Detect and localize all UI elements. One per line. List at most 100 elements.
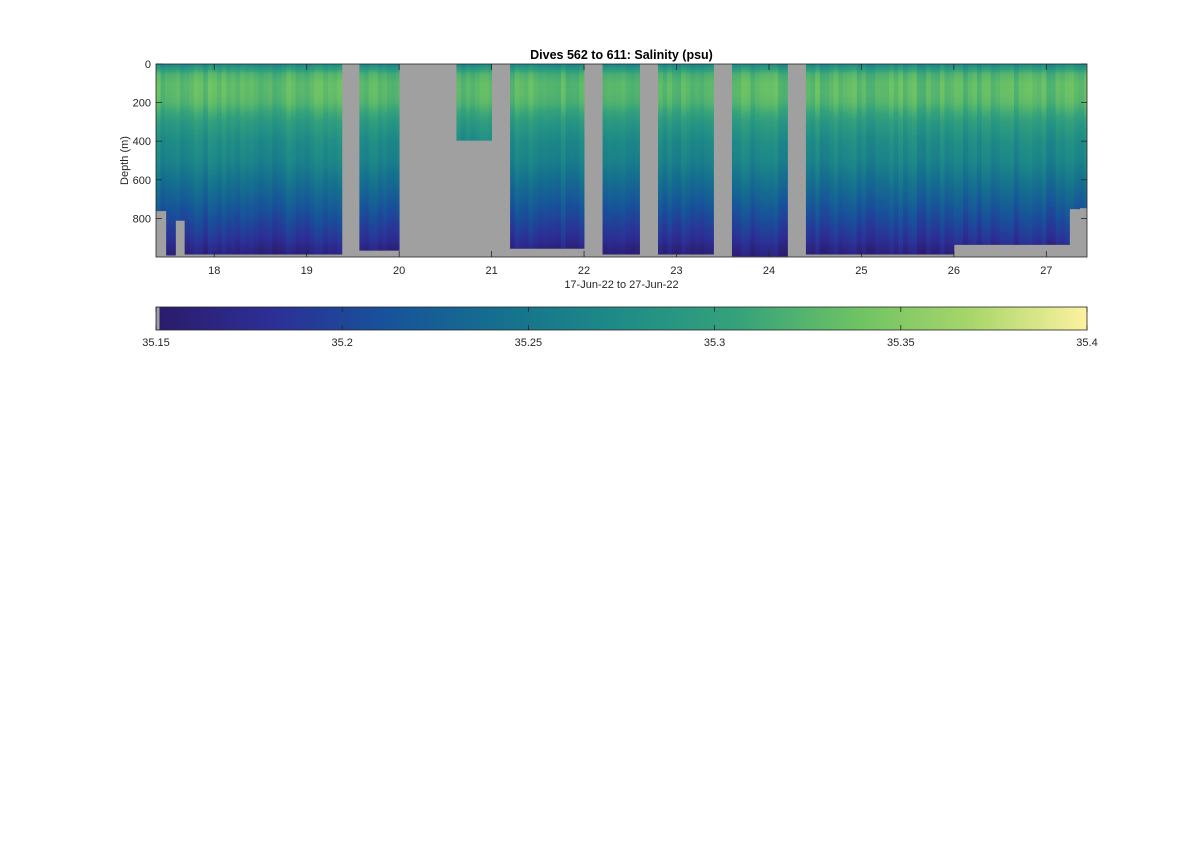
heatmap-cell — [364, 104, 370, 107]
heatmap-cell — [193, 229, 199, 233]
heatmap-cell — [323, 67, 329, 71]
heatmap-cell — [212, 112, 218, 115]
heatmap-cell — [391, 118, 397, 121]
heatmap-cell — [514, 102, 520, 105]
heatmap-cell — [309, 253, 315, 255]
heatmap-cell — [373, 148, 379, 152]
heatmap-cell — [184, 233, 190, 237]
heatmap-cell — [364, 233, 370, 237]
heatmap-cell — [364, 193, 370, 196]
heatmap-cell — [373, 96, 379, 100]
heatmap-cell — [165, 92, 167, 96]
heatmap-cell — [277, 123, 283, 127]
heatmap-cell — [337, 102, 343, 105]
heatmap-cell — [240, 204, 246, 208]
heatmap-cell — [382, 67, 388, 71]
heatmap-cell — [300, 216, 306, 219]
heatmap-cell — [510, 139, 516, 142]
heatmap-cell — [267, 212, 273, 215]
heatmap-cell — [263, 112, 269, 115]
heatmap-cell — [327, 191, 333, 194]
heatmap-cell — [377, 118, 383, 121]
heatmap-cell — [180, 96, 186, 100]
heatmap-cell — [382, 216, 388, 219]
heatmap-cell — [203, 110, 209, 113]
heatmap-cell — [156, 116, 162, 119]
heatmap-cell — [203, 106, 209, 109]
heatmap-cell — [332, 239, 338, 242]
heatmap-cell — [304, 183, 310, 186]
heatmap-cell — [391, 212, 397, 215]
heatmap-cell — [249, 174, 255, 177]
heatmap-cell — [230, 204, 236, 208]
heatmap-cell — [189, 71, 195, 75]
heatmap-cell — [323, 164, 329, 167]
heatmap-cell — [327, 104, 333, 107]
heatmap-cell — [295, 73, 301, 76]
heatmap-cell — [258, 67, 264, 71]
heatmap-cell — [235, 106, 241, 109]
heatmap-cell — [203, 104, 209, 107]
heatmap-cell — [263, 237, 269, 241]
heatmap-cell — [221, 177, 227, 181]
heatmap-cell — [286, 253, 292, 255]
heatmap-cell — [156, 71, 162, 75]
heatmap-cell — [337, 251, 343, 254]
heatmap-cell — [377, 141, 383, 144]
heatmap-cell — [212, 69, 218, 73]
heatmap-cell — [258, 146, 264, 150]
heatmap-cell — [309, 183, 315, 186]
heatmap-cell — [180, 179, 186, 183]
heatmap-cell — [207, 123, 213, 127]
heatmap-cell — [295, 94, 301, 98]
heatmap-cell — [290, 116, 296, 119]
heatmap-cell — [290, 206, 296, 210]
heatmap-cell — [314, 239, 320, 242]
heatmap-cell — [327, 102, 333, 105]
heatmap-cell — [359, 77, 365, 80]
heatmap-cell — [166, 245, 172, 248]
heatmap-cell — [514, 137, 520, 140]
heatmap-cell — [304, 162, 310, 165]
heatmap-cell — [198, 91, 204, 94]
heatmap-cell — [244, 191, 250, 194]
heatmap-cell — [254, 143, 260, 146]
heatmap-cell — [207, 121, 213, 125]
heatmap-cell — [300, 77, 306, 80]
heatmap-cell — [240, 143, 246, 146]
heatmap-cell — [290, 114, 296, 117]
heatmap-cell — [160, 206, 166, 210]
heatmap-cell — [373, 92, 379, 96]
heatmap-cell — [510, 168, 516, 171]
heatmap-cell — [318, 181, 324, 185]
heatmap-cell — [373, 79, 379, 82]
heatmap-cell — [175, 174, 181, 177]
heatmap-cell — [166, 81, 172, 84]
heatmap-cell — [373, 249, 379, 251]
heatmap-cell — [391, 152, 397, 156]
heatmap-cell — [309, 174, 315, 177]
heatmap-cell — [277, 162, 283, 165]
heatmap-cell — [510, 170, 516, 173]
heatmap-cell — [396, 110, 400, 113]
heatmap-cell — [156, 89, 162, 92]
heatmap-cell — [207, 141, 213, 144]
heatmap-cell — [323, 174, 329, 177]
heatmap-cell — [254, 239, 260, 242]
heatmap-cell — [290, 229, 296, 233]
heatmap-cell — [217, 81, 223, 84]
heatmap-cell — [226, 146, 232, 150]
heatmap-cell — [184, 191, 190, 194]
heatmap-cell — [244, 160, 250, 163]
heatmap-cell — [387, 195, 393, 198]
heatmap-cell — [212, 137, 218, 140]
heatmap-cell — [304, 181, 310, 185]
heatmap-cell — [244, 202, 250, 206]
heatmap-cell — [295, 202, 301, 206]
heatmap-cell — [254, 106, 260, 109]
heatmap-cell — [203, 100, 209, 103]
heatmap-cell — [203, 224, 209, 227]
heatmap-cell — [377, 206, 383, 210]
heatmap-cell — [377, 214, 383, 217]
heatmap-cell — [290, 75, 296, 78]
